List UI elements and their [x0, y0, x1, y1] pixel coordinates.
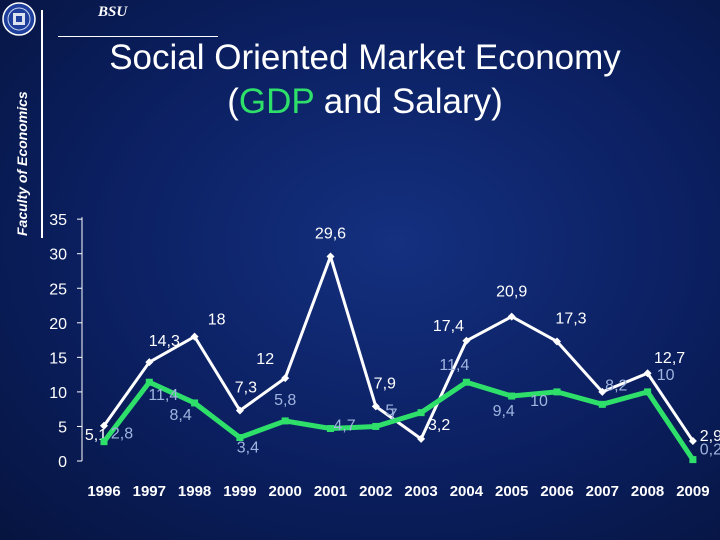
salary-data-label: 3,2	[428, 417, 450, 434]
title-line-1: Social Oriented Market Economy	[109, 38, 621, 77]
gdp-point	[417, 409, 425, 417]
salary-data-label: 29,6	[315, 225, 346, 242]
salary-series-line	[102, 254, 695, 442]
salary-data-label: 14,3	[149, 333, 180, 350]
gdp-data-label: 4,7	[333, 418, 355, 435]
gdp-data-label: 5	[385, 402, 394, 419]
x-tick-label: 2009	[676, 483, 709, 500]
gdp-data-label: 5,8	[274, 392, 296, 409]
salary-data-label: 2,9	[700, 428, 720, 445]
gdp-point	[145, 378, 153, 386]
header-divider-vertical	[41, 10, 43, 238]
y-tick-label: 30	[49, 247, 67, 264]
x-tick-label: 1998	[178, 483, 211, 500]
x-tick-label: 2005	[495, 483, 528, 500]
gdp-data-label: 7	[389, 407, 398, 424]
gdp-data-label: 11,4	[148, 387, 178, 404]
salary-point	[371, 402, 380, 411]
institution-label: BSU	[98, 4, 128, 20]
university-logo	[2, 2, 36, 36]
salary-point	[598, 387, 607, 396]
gdp-point	[644, 388, 652, 396]
y-tick-label: 5	[58, 419, 67, 436]
salary-point	[145, 358, 154, 367]
salary-point	[326, 252, 335, 261]
salary-point	[553, 337, 561, 346]
salary-point	[190, 332, 199, 341]
salary-point	[281, 374, 290, 383]
y-tick-label: 25	[49, 281, 67, 298]
gdp-point	[100, 438, 108, 446]
salary-point	[507, 312, 516, 321]
x-tick-label: 1997	[133, 483, 166, 500]
gdp-data-label: 8,4	[169, 407, 191, 424]
x-tick-label: 2001	[314, 483, 347, 500]
gdp-data-label: 9,4	[493, 403, 515, 420]
gdp-point	[191, 399, 199, 407]
x-tick-label: 2004	[450, 483, 484, 500]
title-line-2: (GDP and Salary)	[40, 80, 690, 124]
gdp-point	[508, 392, 516, 400]
salary-data-label: 7,3	[235, 380, 257, 397]
x-tick-label: 1996	[87, 483, 120, 500]
gdp-series-line	[102, 379, 695, 462]
gdp-data-label: 10	[657, 367, 675, 384]
gdp-point	[372, 422, 380, 430]
gdp-point	[236, 434, 244, 442]
y-tick-label: 0	[58, 454, 67, 471]
gdp-point	[553, 388, 561, 396]
gdp-data-label: 0,2	[700, 442, 720, 459]
salary-point	[643, 369, 652, 378]
title-gdp-highlight: GDP	[238, 82, 315, 121]
gdp-point	[281, 417, 289, 425]
salary-data-label: 20,9	[496, 284, 527, 301]
gdp-point	[598, 400, 606, 408]
gdp-data-label: 3,4	[237, 440, 259, 457]
y-tick-label: 35	[49, 212, 67, 229]
salary-point	[100, 421, 108, 430]
salary-point	[688, 436, 697, 445]
gdp-data-label: 8,2	[605, 377, 627, 394]
salary-point	[235, 406, 244, 415]
x-tick-label: 2000	[269, 483, 302, 500]
salary-data-label: 18	[208, 312, 226, 329]
y-tick-label: 15	[49, 350, 67, 367]
y-tick-label: 20	[49, 316, 67, 333]
gdp-data-label: 10	[530, 393, 548, 410]
title-open-paren: (	[227, 82, 239, 121]
x-tick-label: 2007	[586, 483, 619, 500]
x-tick-label: 2008	[631, 483, 664, 500]
salary-data-label: 12	[256, 351, 274, 368]
gdp-data-label: 11,4	[439, 357, 469, 374]
salary-point	[417, 434, 426, 443]
salary-data-label: 17,4	[433, 318, 464, 335]
salary-data-label: 12,7	[654, 350, 685, 367]
x-tick-label: 2002	[359, 483, 392, 500]
salary-point	[462, 336, 471, 345]
gdp-data-label: 2,8	[111, 426, 133, 443]
gdp-point	[689, 456, 697, 464]
gdp-point	[462, 378, 470, 386]
x-tick-label: 1999	[223, 483, 256, 500]
salary-data-label: 7,9	[374, 375, 396, 392]
salary-data-label: 17,3	[555, 310, 586, 327]
x-tick-label: 2006	[540, 483, 573, 500]
gdp-point	[327, 425, 334, 433]
y-tick-label: 10	[49, 385, 67, 402]
x-tick-label: 2003	[404, 483, 437, 500]
title-rest: and Salary)	[314, 82, 503, 121]
header-divider-horizontal	[58, 36, 218, 37]
page-title: Social Oriented Market Economy (GDP and …	[40, 36, 690, 124]
